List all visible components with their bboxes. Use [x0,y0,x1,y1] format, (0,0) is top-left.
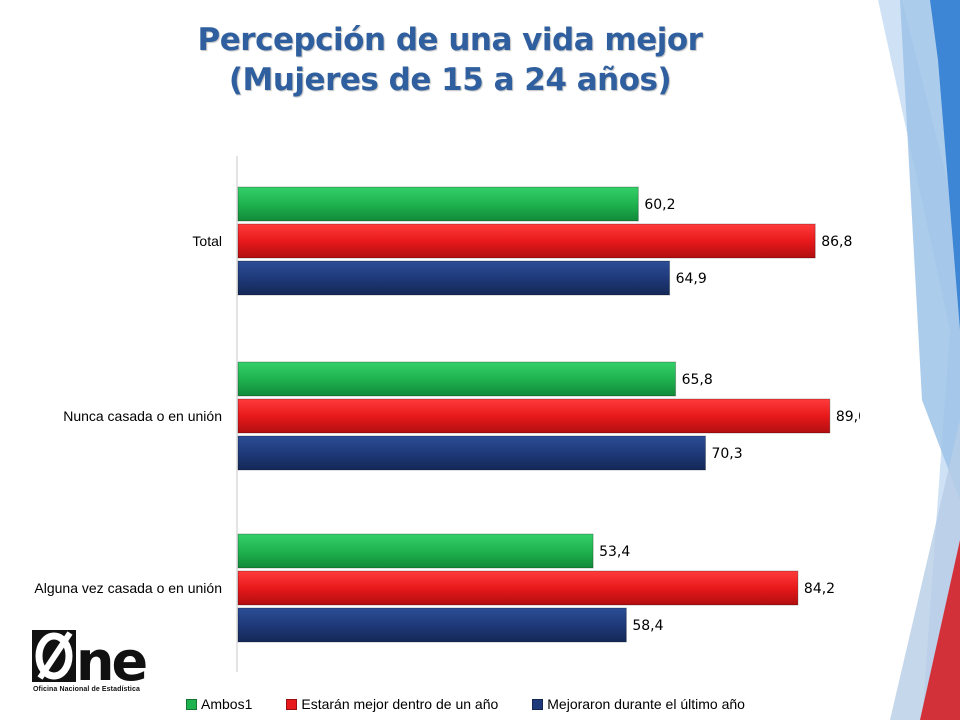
legend-item-estaran: Estarán mejor dentro de un año [286,696,498,712]
value-label-nunca-casada-o-en-union-series-0: 65,8 [682,372,713,388]
value-label-nunca-casada-o-en-union-series-1: 89,0 [836,409,860,425]
legend-swatch-estaran [286,698,298,710]
legend-swatch-mejoraron [532,698,544,710]
bar-nunca-casada-o-en-union-series-1 [237,398,831,434]
value-label-total-series-0: 60,2 [644,197,675,213]
value-label-alguna-vez-casada-o-en-union-series-0: 53,4 [599,544,630,560]
value-label-nunca-casada-o-en-union-series-2: 70,3 [711,446,742,462]
category-label-total: Total [192,233,222,249]
bar-nunca-casada-o-en-union-series-2 [237,435,706,471]
chart-title-line-1: Percepción de una vida mejor [197,22,703,58]
value-label-total-series-2: 64,9 [676,271,707,287]
one-logo: ne [32,630,149,693]
legend-swatch-ambos [186,698,197,710]
logo-o-ring [35,632,73,680]
bar-alguna-vez-casada-o-en-union-series-1 [237,570,799,606]
bar-nunca-casada-o-en-union-series-0 [237,361,677,397]
legend-item-mejoraron: Mejoraron durante el último año [532,696,745,712]
legend-label-ambos: Ambos1 [201,696,253,712]
legend-label-mejoraron: Mejoraron durante el último año [547,696,745,712]
decorative-corner-shapes [878,0,960,720]
category-label-alguna-vez-casada-o-en-union: Alguna vez casada o en unión [34,580,222,596]
decor-blue-wedge [930,0,960,330]
chart-title-line-2: (Mujeres de 15 a 24 años) [228,62,672,98]
value-label-alguna-vez-casada-o-en-union-series-1: 84,2 [804,581,835,597]
bar-total-series-0 [237,186,639,222]
bar-total-series-2 [237,260,671,296]
bar-total-series-1 [237,223,816,259]
decor-red-wedge [920,540,960,720]
bars-layer: Total 60,2 86,8 64,9 Nunca casada o en unión… [34,186,860,643]
value-label-alguna-vez-casada-o-en-union-series-2: 58,4 [632,618,663,634]
category-label-nunca-casada-o-en-union: Nunca casada o en unión [63,408,222,424]
legend-label-estaran: Estarán mejor dentro de un año [301,696,499,712]
logo-o-slash [37,631,73,680]
legend-item-ambos: Ambos1 [186,696,252,712]
legend: Ambos1 Estarán mejor dentro de un año Me… [186,694,779,714]
logo-ne-text: ne [76,630,146,693]
bar-alguna-vez-casada-o-en-union-series-2 [237,607,627,643]
logo-caption: Oficina Nacional de Estadística [33,686,140,693]
bar-alguna-vez-casada-o-en-union-series-0 [237,533,594,569]
chart-title: Percepción de una vida mejor (Mujeres de… [0,20,900,100]
value-label-total-series-1: 86,8 [821,234,852,250]
bar-chart: Total 60,2 86,8 64,9 Nunca casada o en unión… [34,156,860,672]
